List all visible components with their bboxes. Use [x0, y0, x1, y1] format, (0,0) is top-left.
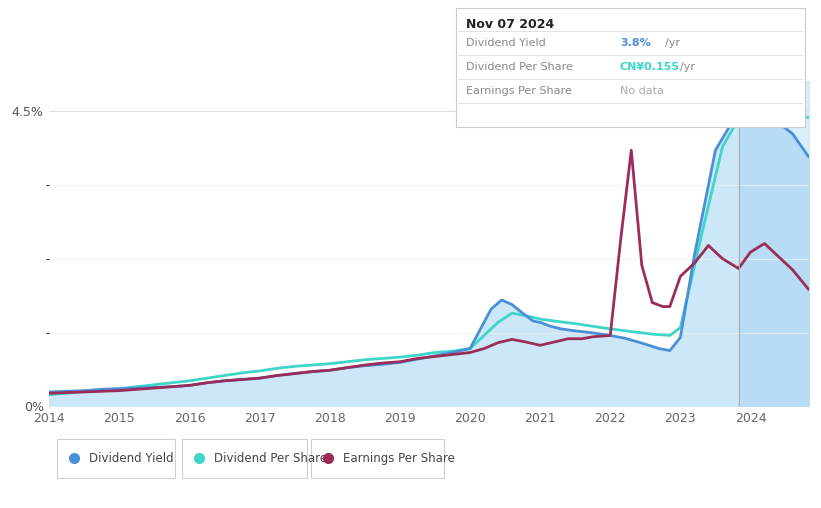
FancyBboxPatch shape: [57, 439, 175, 478]
Text: 3.8%: 3.8%: [620, 39, 650, 48]
Text: Dividend Yield: Dividend Yield: [89, 452, 173, 465]
Text: /yr: /yr: [680, 62, 695, 72]
Text: Earnings Per Share: Earnings Per Share: [466, 86, 571, 96]
Text: Dividend Per Share: Dividend Per Share: [214, 452, 328, 465]
Text: Dividend Yield: Dividend Yield: [466, 39, 545, 48]
Text: CN¥0.155: CN¥0.155: [620, 62, 680, 72]
FancyBboxPatch shape: [182, 439, 308, 478]
Text: No data: No data: [620, 86, 663, 96]
FancyBboxPatch shape: [311, 439, 444, 478]
Text: Nov 07 2024: Nov 07 2024: [466, 18, 553, 31]
Text: /yr: /yr: [665, 39, 680, 48]
Text: Earnings Per Share: Earnings Per Share: [343, 452, 455, 465]
Text: Past: Past: [741, 111, 766, 124]
Text: Dividend Per Share: Dividend Per Share: [466, 62, 572, 72]
